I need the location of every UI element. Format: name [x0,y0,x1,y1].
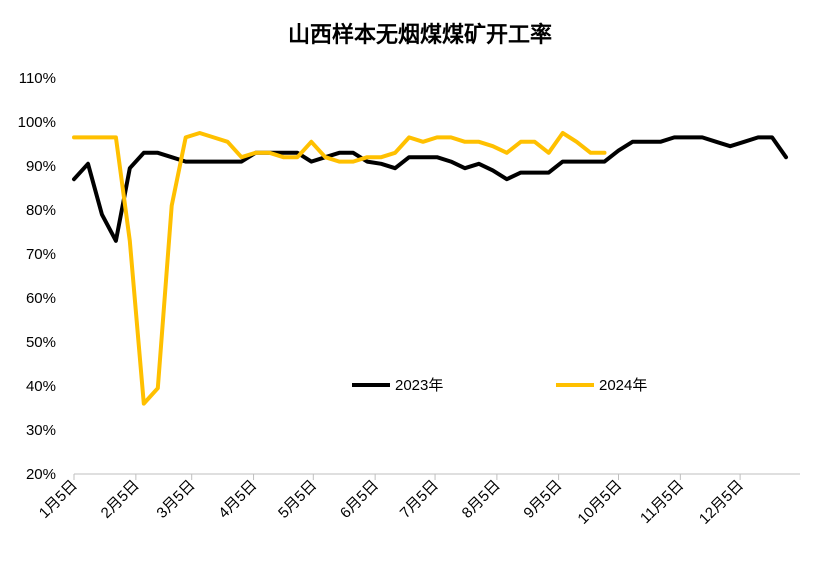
y-tick-label: 30% [26,422,56,439]
x-tick-label: 10月5日 [574,477,625,528]
y-tick-label: 110% [19,70,56,87]
y-tick-label: 80% [26,202,56,219]
y-tick-label: 20% [26,466,56,483]
x-tick-label: 4月5日 [215,477,260,522]
x-tick-label: 12月5日 [696,477,747,528]
x-tick-label: 3月5日 [153,477,198,522]
y-axis: 110% 100% 90% 80% 70% 60% 50% 40% 30% 20% [18,70,56,483]
x-tick-label: 6月5日 [337,477,382,522]
y-tick-label: 60% [26,290,56,307]
series-line-2024年 [72,131,607,406]
x-tick-label: 5月5日 [275,477,320,522]
x-axis: 1月5日 2月5日 3月5日 4月5日 5月5日 6月5日 7月5日 8月5日 9月5日 10月5… [36,473,800,528]
x-tick-label: 7月5日 [397,477,442,522]
y-tick-label: 90% [26,158,56,175]
x-tick-label: 1月5日 [36,477,81,522]
y-tick-label: 40% [26,378,56,395]
legend: 2023年 2024年 [352,377,647,394]
y-tick-label: 100% [18,114,56,131]
x-tick-label: 9月5日 [520,477,565,522]
legend-label: 2023年 [395,377,443,394]
y-tick-label: 50% [26,334,56,351]
x-tick-label: 11月5日 [637,477,687,527]
series-lines [72,131,788,406]
series-line-2023年 [72,135,788,243]
x-tick-label: 2月5日 [98,477,143,522]
chart-title: 山西样本无烟煤煤矿开工率 [288,22,552,48]
legend-label: 2024年 [599,377,647,394]
x-tick-label: 8月5日 [459,477,504,522]
y-tick-label: 70% [26,246,56,263]
